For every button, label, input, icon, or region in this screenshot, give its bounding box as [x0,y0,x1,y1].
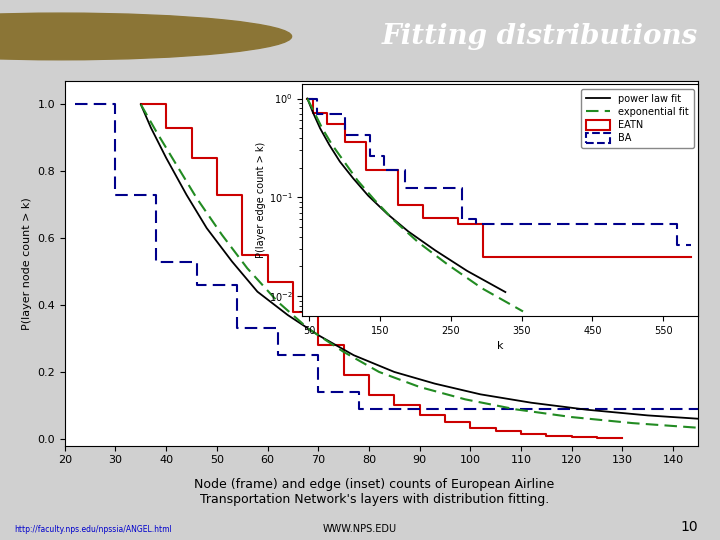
X-axis label: k: k [497,341,504,351]
Y-axis label: P(layer node count > k): P(layer node count > k) [22,197,32,329]
Text: POSTGRADUATE: POSTGRADUATE [112,32,181,41]
Text: WWW.NPS.EDU: WWW.NPS.EDU [323,523,397,534]
Text: SCHOOL: SCHOOL [112,45,147,54]
Legend: power law fit, exponential fit, EATN, BA: power law fit, exponential fit, EATN, BA [581,89,693,148]
Text: Node (frame) and edge (inset) counts of European Airline
Transportation Network': Node (frame) and edge (inset) counts of … [194,478,554,506]
Text: Fitting distributions: Fitting distributions [382,23,698,50]
Circle shape [0,13,292,60]
Text: http://faculty.nps.edu/npssia/ANGEL.html: http://faculty.nps.edu/npssia/ANGEL.html [14,524,172,534]
Text: 10: 10 [681,519,698,534]
Text: NAVAL: NAVAL [112,19,140,28]
Y-axis label: P(layer edge count > k): P(layer edge count > k) [256,141,266,258]
